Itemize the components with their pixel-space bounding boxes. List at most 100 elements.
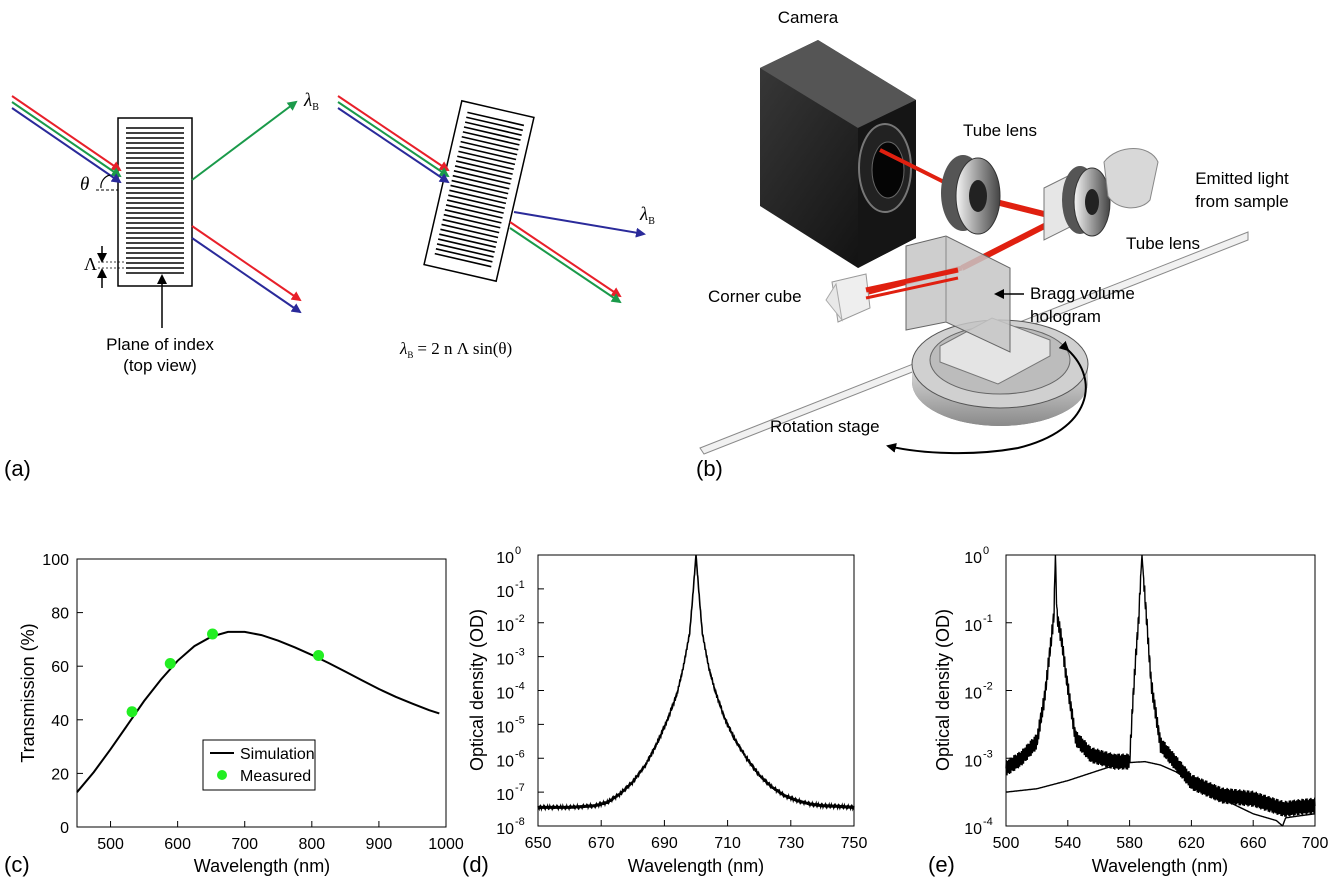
legend-measured: Measured [240, 768, 311, 785]
bragg-label-1: Bragg volume [1030, 284, 1135, 303]
y-tick-exponent: -3 [983, 748, 993, 760]
panel-label-b: (b) [696, 456, 723, 481]
y-tick-label: 10 [964, 618, 982, 635]
panel-label-d: (d) [462, 852, 489, 877]
grating-line [458, 150, 516, 166]
grating-line [452, 174, 510, 190]
bragg-equation: λB = 2 n Λ sin(θ) [399, 339, 512, 360]
chart-c-ticks: 500 600 700 800 900 1000 0 20 40 60 80 100 [42, 552, 464, 853]
x-tick-label: 750 [841, 835, 868, 852]
incident-ray-red-2 [337, 95, 450, 172]
diffracted-ray-green-1 [191, 100, 298, 181]
grating-line [461, 135, 519, 151]
plane-caption-line1: Plane of index [106, 335, 214, 354]
grating-line [457, 155, 514, 171]
panel-d: 650 670 690 710 730 75010-810-710-610-510-410… [462, 545, 867, 877]
x-tick-label: 900 [366, 836, 393, 853]
y-tick-exponent: -4 [515, 681, 525, 693]
grating-line [443, 213, 501, 229]
chart-d-xlabel: Wavelength (nm) [628, 856, 764, 876]
y-tick-label: 10 [496, 787, 514, 804]
bragg-label-2: hologram [1030, 307, 1101, 326]
incident-ray-red-1 [11, 95, 122, 172]
chart-e-line-notch [1005, 554, 1316, 817]
y-tick-label: 10 [496, 821, 514, 838]
beam-to-corner-2 [865, 276, 959, 300]
incident-ray-green-1 [11, 101, 122, 178]
plane-caption-line2: (top view) [123, 356, 197, 375]
grating-line [462, 131, 520, 146]
tube-lens-right-label: Tube lens [1126, 234, 1200, 253]
chart-c-ylabel: Transmission (%) [18, 623, 38, 762]
grating-2-lines [434, 111, 525, 268]
grating-line [439, 233, 496, 248]
chart-e-line-baseline [1006, 760, 1316, 827]
grating-line [460, 140, 518, 156]
transmitted-ray-green-2 [509, 227, 622, 304]
panel-b: Camera Tube lens Tube lens Emitted light… [696, 8, 1289, 481]
grating-line [440, 228, 498, 244]
rotation-arrow [886, 340, 1087, 455]
panel-label-c: (c) [4, 852, 30, 877]
grating-line [466, 116, 523, 132]
theta-arc [100, 174, 111, 189]
grating-line [434, 252, 492, 268]
chart-c-frame [76, 558, 447, 828]
y-tick-label: 10 [496, 652, 514, 669]
x-tick-label: 500 [993, 835, 1020, 852]
chart-d-ticks: 650 670 690 710 730 75010-810-710-610-510-410… [496, 545, 867, 852]
x-tick-label: 540 [1054, 835, 1081, 852]
y-tick-label: 10 [964, 753, 982, 770]
y-tick-exponent: 0 [515, 545, 521, 557]
legend-simulation: Simulation [240, 746, 315, 763]
incident-ray-blue-2 [337, 107, 450, 184]
y-tick-label: 10 [964, 550, 982, 567]
x-tick-label: 650 [525, 835, 552, 852]
camera-label: Camera [778, 8, 839, 27]
rotation-stage-label: Rotation stage [770, 417, 880, 436]
y-tick-label: 10 [496, 686, 514, 703]
x-tick-label: 700 [1302, 835, 1329, 852]
y-tick-label: 10 [496, 584, 514, 601]
grating-line [464, 121, 522, 136]
grating-2 [423, 99, 535, 283]
period-label: Λ [84, 254, 97, 274]
grating-line [459, 145, 517, 161]
chart-c-measured-points [126, 628, 325, 718]
measured-point [313, 649, 325, 661]
chart-d-ylabel: Optical density (OD) [467, 609, 487, 771]
tube-lens-right [1043, 148, 1159, 241]
y-tick-label: 10 [496, 719, 514, 736]
grating-line [446, 199, 504, 214]
y-tick-label: 10 [496, 618, 514, 635]
y-tick-exponent: -2 [983, 681, 993, 693]
y-tick-exponent: -4 [983, 816, 993, 828]
x-tick-label: 600 [164, 836, 191, 853]
transmitted-ray-blue-1 [191, 237, 302, 314]
x-tick-label: 660 [1240, 835, 1267, 852]
corner-cube-label: Corner cube [708, 287, 802, 306]
y-tick-exponent: 0 [983, 545, 989, 557]
grating-line [436, 243, 494, 258]
chart-c-legend: Simulation Measured [202, 739, 316, 791]
x-tick-label: 700 [231, 836, 258, 853]
panel-c: 500 600 700 800 900 1000 0 20 40 60 80 100 Simulati… [4, 552, 464, 877]
y-tick-exponent: -6 [515, 748, 525, 760]
y-tick-exponent: -1 [983, 613, 993, 625]
incident-ray-green-2 [337, 101, 450, 178]
lambda-b-label-1: λB [303, 90, 319, 113]
y-tick-exponent: -3 [515, 647, 525, 659]
grating-line [453, 170, 511, 185]
y-tick-exponent: -7 [515, 782, 525, 794]
grating-1-lines [126, 127, 184, 274]
x-tick-label: 710 [714, 835, 741, 852]
transmitted-ray-red-1 [191, 225, 302, 302]
panel-label-a: (a) [4, 456, 31, 481]
y-tick-exponent: -2 [515, 613, 525, 625]
x-tick-label: 730 [777, 835, 804, 852]
diffracted-ray-blue-2 [513, 211, 646, 238]
theta-label: θ [80, 174, 89, 195]
